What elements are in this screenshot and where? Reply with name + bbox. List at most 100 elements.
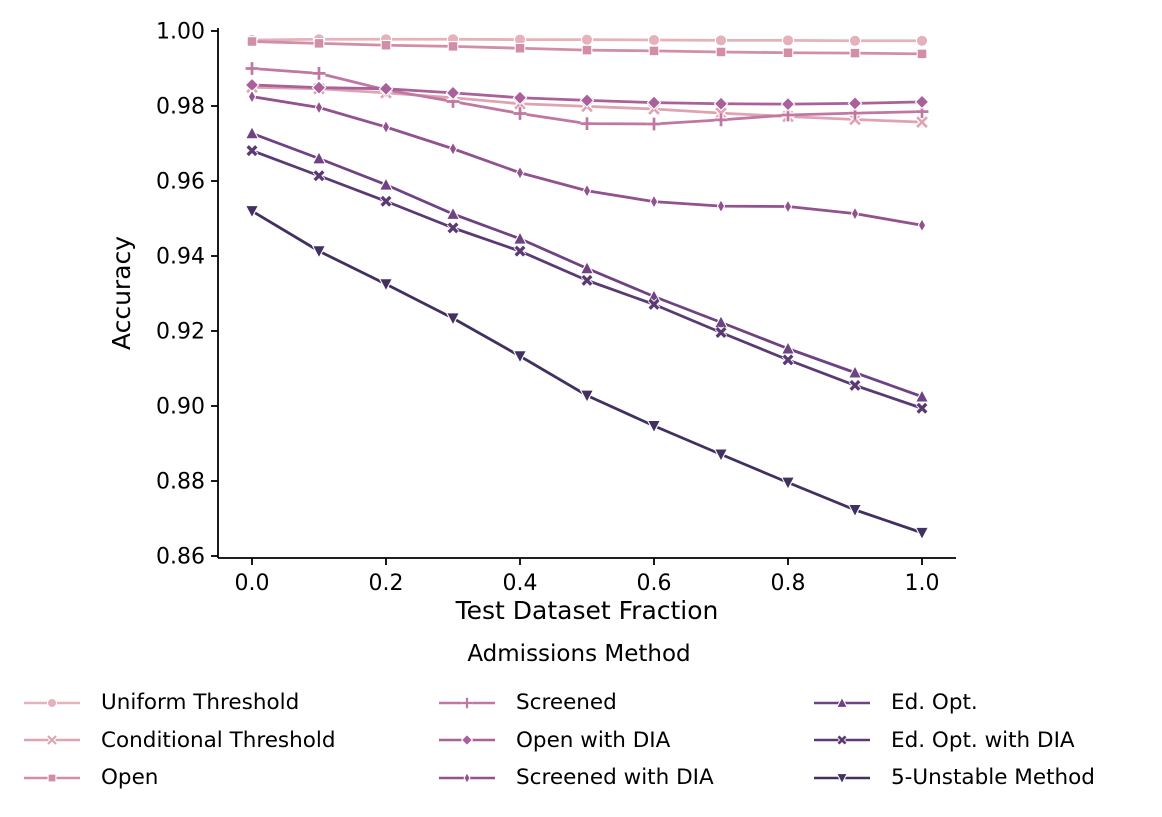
series-4-marker-2 bbox=[378, 81, 394, 97]
series-4-marker-5 bbox=[579, 92, 595, 108]
series-6-marker-0 bbox=[244, 125, 260, 140]
legend-swatch-diamond-icon bbox=[439, 734, 495, 747]
legend-swatch-triangle-down-icon bbox=[814, 772, 870, 785]
legend-item-label: Ed. Opt. with DIA bbox=[891, 727, 1075, 753]
legend-item-label: Screened bbox=[516, 690, 617, 716]
line-chart-canvas: 0.86 0.88 0.90 0.92 0.94 0.96 0.98 1.00 0.0 0.2 0.… bbox=[156, 20, 956, 596]
series-8-marker-4 bbox=[512, 350, 528, 365]
series-8-marker-9 bbox=[847, 503, 863, 518]
series-8-marker-0 bbox=[244, 205, 260, 219]
series-3-marker-5 bbox=[580, 117, 594, 131]
series-3-marker-7 bbox=[714, 113, 728, 127]
series-line-5 bbox=[250, 95, 924, 227]
x-tick-label: 0.4 bbox=[503, 571, 538, 596]
series-8-marker-1 bbox=[311, 245, 327, 260]
series-4-marker-10 bbox=[914, 94, 930, 110]
series-2-marker-2 bbox=[380, 39, 392, 51]
series-4-marker-6 bbox=[646, 95, 662, 111]
series-6-marker-5 bbox=[579, 260, 595, 275]
series-8-marker-6 bbox=[646, 419, 662, 434]
series-7-marker-3 bbox=[446, 221, 460, 235]
series-7-marker-10 bbox=[915, 402, 929, 415]
legend-item-label: Open bbox=[101, 765, 159, 791]
series-6-marker-4 bbox=[512, 230, 528, 245]
x-tick-label: 0.0 bbox=[235, 571, 270, 596]
series-2-marker-3 bbox=[447, 41, 459, 52]
series-7-marker-2 bbox=[379, 195, 393, 208]
series-4-marker-4 bbox=[512, 90, 528, 106]
series-7-marker-4 bbox=[513, 244, 527, 258]
series-7-marker-7 bbox=[714, 326, 728, 339]
legend-item: Open bbox=[23, 759, 336, 797]
legend-swatch-circle-icon bbox=[24, 697, 80, 708]
y-tick-label: 0.96 bbox=[156, 170, 205, 195]
series-6-marker-10 bbox=[914, 388, 930, 403]
y-tick-label: 0.86 bbox=[156, 545, 205, 570]
series-3-marker-1 bbox=[312, 66, 326, 80]
y-tick-label: 1.00 bbox=[156, 20, 205, 45]
series-0-marker-9 bbox=[848, 34, 862, 47]
series-5-marker-5 bbox=[582, 183, 592, 199]
series-3-marker-0 bbox=[245, 62, 259, 75]
series-5-marker-10 bbox=[917, 217, 927, 233]
y-tick-label: 0.94 bbox=[156, 245, 205, 270]
series-1-marker-10 bbox=[915, 115, 929, 129]
series-4-marker-3 bbox=[445, 85, 461, 101]
legend-item-label: 5-Unstable Method bbox=[891, 765, 1095, 791]
series-5-marker-3 bbox=[448, 141, 458, 157]
legend-item: Conditional Threshold bbox=[23, 722, 336, 760]
legend-title: Admissions Method bbox=[467, 641, 691, 667]
series-4-marker-1 bbox=[311, 80, 327, 96]
series-5-marker-1 bbox=[314, 100, 324, 115]
legend-item: Screened with DIA bbox=[438, 759, 714, 797]
legend-column: Screened Open with DIA Screened with DIA bbox=[438, 684, 714, 797]
series-8-marker-3 bbox=[445, 312, 461, 327]
legend-item-label: Screened with DIA bbox=[516, 765, 714, 791]
x-tick-label: 1.0 bbox=[905, 571, 940, 596]
legend-item: Uniform Threshold bbox=[23, 684, 336, 722]
x-tick-label: 0.2 bbox=[369, 571, 404, 596]
series-5-marker-2 bbox=[381, 119, 391, 135]
series-6-marker-8 bbox=[780, 340, 796, 355]
series-5-marker-7 bbox=[716, 198, 726, 214]
legend-item: Open with DIA bbox=[438, 722, 714, 760]
series-2-marker-5 bbox=[581, 44, 593, 56]
legend-swatch-triangle-up-icon bbox=[814, 695, 870, 708]
series-6-marker-1 bbox=[311, 150, 327, 165]
legend-column: Ed. Opt. Ed. Opt. with DIA 5-Unstable Meth… bbox=[813, 684, 1095, 797]
y-tick-label: 0.92 bbox=[156, 320, 205, 345]
series-6-marker-2 bbox=[378, 176, 394, 191]
series-5-marker-8 bbox=[783, 199, 793, 214]
series-7-marker-6 bbox=[647, 298, 661, 311]
legend-swatch-x-icon bbox=[24, 734, 80, 746]
legend-item-label: Uniform Threshold bbox=[101, 690, 300, 716]
series-0-marker-6 bbox=[647, 33, 661, 47]
series-8-marker-8 bbox=[780, 476, 796, 491]
series-2-marker-8 bbox=[782, 47, 794, 59]
series-2-marker-0 bbox=[246, 36, 258, 47]
x-axis-label: Test Dataset Fraction bbox=[455, 596, 719, 625]
series-7-marker-0 bbox=[245, 144, 259, 157]
series-5-marker-9 bbox=[850, 206, 860, 222]
series-6-marker-7 bbox=[713, 314, 729, 329]
series-7-marker-1 bbox=[312, 169, 326, 182]
legend-swatch-thin-diamond-icon bbox=[439, 771, 495, 785]
series-2-marker-6 bbox=[648, 45, 660, 57]
x-tick-label: 0.8 bbox=[771, 571, 806, 596]
series-7-marker-5 bbox=[580, 274, 594, 287]
series-3-marker-4 bbox=[513, 107, 527, 120]
legend-item-label: Conditional Threshold bbox=[101, 727, 336, 753]
legend-item-label: Ed. Opt. bbox=[891, 690, 978, 716]
x-tick-label: 0.6 bbox=[637, 571, 672, 596]
series-2-marker-1 bbox=[313, 38, 325, 49]
y-tick-label: 0.88 bbox=[156, 470, 205, 495]
series-5-marker-4 bbox=[515, 165, 525, 181]
legend-swatch-square-icon bbox=[24, 773, 80, 783]
legend-item-label: Open with DIA bbox=[516, 727, 671, 753]
legend-item: Ed. Opt. with DIA bbox=[813, 722, 1095, 760]
series-2-marker-4 bbox=[514, 42, 526, 54]
y-axis-label: Accuracy bbox=[107, 235, 136, 351]
y-tick-label: 0.98 bbox=[156, 95, 205, 120]
series-0-marker-7 bbox=[714, 34, 728, 47]
